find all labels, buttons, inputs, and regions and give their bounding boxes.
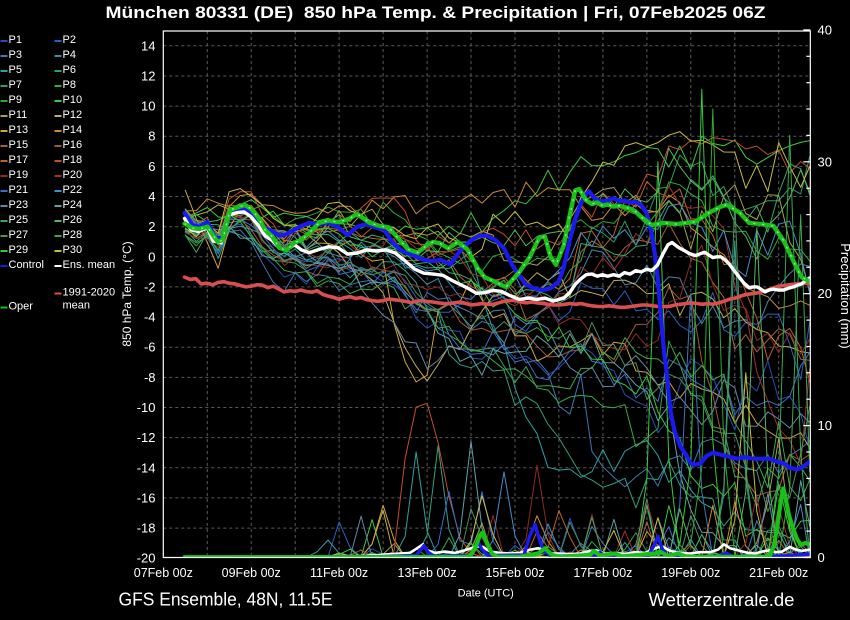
svg-text:30: 30 bbox=[818, 154, 832, 169]
svg-text:P23: P23 bbox=[9, 199, 29, 211]
svg-text:P25: P25 bbox=[9, 214, 29, 226]
svg-text:P15: P15 bbox=[9, 139, 29, 151]
svg-text:P9: P9 bbox=[9, 94, 22, 106]
svg-text:P3: P3 bbox=[9, 49, 22, 61]
svg-text:P30: P30 bbox=[63, 244, 83, 256]
svg-text:10: 10 bbox=[141, 99, 155, 114]
svg-text:P16: P16 bbox=[63, 139, 83, 151]
svg-text:-10: -10 bbox=[137, 400, 156, 415]
svg-text:P10: P10 bbox=[63, 94, 83, 106]
svg-text:P24: P24 bbox=[63, 199, 83, 211]
svg-text:-16: -16 bbox=[137, 490, 156, 505]
svg-text:17Feb 00z: 17Feb 00z bbox=[573, 566, 632, 580]
svg-text:P26: P26 bbox=[63, 214, 83, 226]
svg-text:14: 14 bbox=[141, 38, 155, 53]
svg-text:Wetterzentrale.de: Wetterzentrale.de bbox=[649, 590, 795, 610]
svg-text:19Feb 00z: 19Feb 00z bbox=[661, 566, 720, 580]
svg-text:-18: -18 bbox=[137, 521, 156, 536]
svg-text:12: 12 bbox=[141, 69, 155, 84]
svg-text:4: 4 bbox=[148, 189, 155, 204]
svg-text:2: 2 bbox=[148, 219, 155, 234]
svg-text:-6: -6 bbox=[144, 340, 156, 355]
svg-text:P13: P13 bbox=[9, 124, 29, 136]
svg-text:P28: P28 bbox=[63, 229, 83, 241]
svg-text:P5: P5 bbox=[9, 64, 22, 76]
svg-text:10: 10 bbox=[818, 418, 832, 433]
svg-text:P14: P14 bbox=[63, 124, 83, 136]
svg-text:15Feb 00z: 15Feb 00z bbox=[485, 566, 544, 580]
svg-text:Date (UTC): Date (UTC) bbox=[458, 588, 514, 600]
svg-text:P19: P19 bbox=[9, 169, 29, 181]
svg-text:P22: P22 bbox=[63, 184, 83, 196]
svg-text:Ens. mean: Ens. mean bbox=[63, 259, 116, 271]
svg-text:-8: -8 bbox=[144, 370, 156, 385]
svg-text:07Feb 00z: 07Feb 00z bbox=[134, 566, 193, 580]
svg-text:8: 8 bbox=[148, 129, 155, 144]
svg-text:Control: Control bbox=[9, 259, 44, 271]
svg-text:-20: -20 bbox=[137, 551, 156, 566]
svg-text:Precipitation (mm): Precipitation (mm) bbox=[838, 243, 850, 348]
svg-text:P6: P6 bbox=[63, 64, 76, 76]
svg-text:P17: P17 bbox=[9, 154, 29, 166]
svg-text:1991-2020: 1991-2020 bbox=[63, 287, 116, 299]
svg-text:P18: P18 bbox=[63, 154, 83, 166]
svg-text:0: 0 bbox=[818, 550, 825, 565]
svg-text:P27: P27 bbox=[9, 229, 29, 241]
svg-text:P8: P8 bbox=[63, 79, 76, 91]
svg-text:P12: P12 bbox=[63, 109, 83, 121]
svg-text:09Feb 00z: 09Feb 00z bbox=[222, 566, 281, 580]
svg-text:mean: mean bbox=[63, 300, 91, 312]
svg-text:-12: -12 bbox=[137, 430, 156, 445]
svg-text:P21: P21 bbox=[9, 184, 29, 196]
svg-text:P20: P20 bbox=[63, 169, 83, 181]
svg-text:40: 40 bbox=[818, 22, 832, 37]
svg-text:6: 6 bbox=[148, 159, 155, 174]
svg-text:München 80331 (DE) 850 hPa Te: München 80331 (DE) 850 hPa Temp. & Preci… bbox=[106, 4, 766, 22]
svg-text:21Feb 00z: 21Feb 00z bbox=[749, 566, 808, 580]
svg-text:850 hPa Temp. (°C): 850 hPa Temp. (°C) bbox=[120, 241, 134, 346]
svg-text:-4: -4 bbox=[144, 310, 156, 325]
svg-text:0: 0 bbox=[148, 249, 155, 264]
svg-text:11Feb 00z: 11Feb 00z bbox=[310, 566, 368, 580]
svg-text:20: 20 bbox=[818, 286, 832, 301]
svg-text:P11: P11 bbox=[9, 109, 28, 121]
svg-text:13Feb 00z: 13Feb 00z bbox=[398, 566, 457, 580]
svg-text:GFS Ensemble, 48N, 11.5E: GFS Ensemble, 48N, 11.5E bbox=[119, 590, 333, 610]
svg-text:-2: -2 bbox=[144, 279, 156, 294]
svg-text:P29: P29 bbox=[9, 244, 29, 256]
svg-text:P4: P4 bbox=[63, 49, 76, 61]
svg-text:P7: P7 bbox=[9, 79, 22, 91]
svg-text:Oper: Oper bbox=[9, 301, 34, 313]
svg-text:-14: -14 bbox=[137, 460, 156, 475]
svg-text:P2: P2 bbox=[63, 34, 76, 46]
svg-text:P1: P1 bbox=[9, 34, 22, 46]
